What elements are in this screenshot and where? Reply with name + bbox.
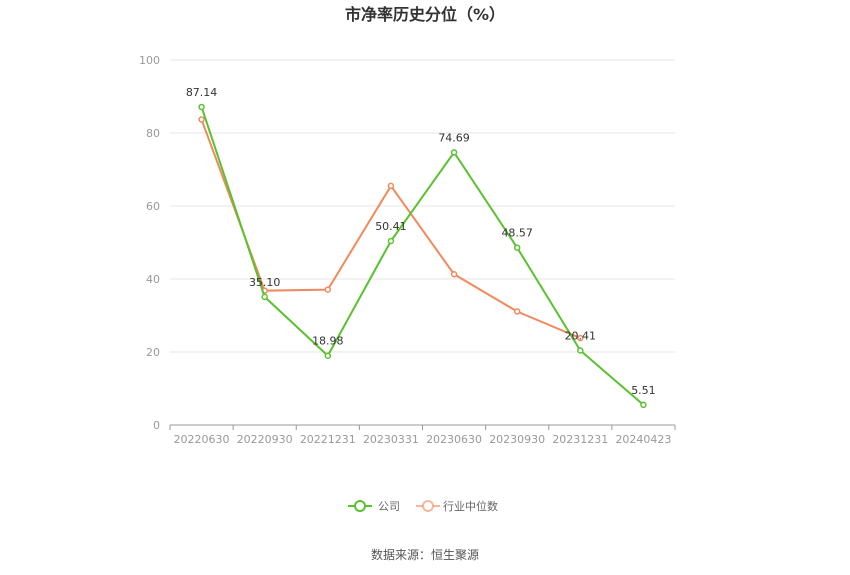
data-label: 87.14: [186, 86, 218, 99]
data-point: [450, 149, 458, 156]
series-line-0: [200, 106, 645, 406]
y-axis: 0 20 40 60 80 100: [139, 54, 160, 432]
data-point: [640, 401, 647, 409]
source-text: 数据来源：恒生聚源: [371, 547, 479, 562]
x-tick-label: 20221231: [300, 433, 356, 446]
x-tick-label: 20240423: [615, 433, 671, 446]
data-point: [324, 352, 332, 359]
legend-item-0[interactable]: 公司: [348, 500, 400, 513]
data-label: 5.51: [631, 384, 656, 397]
x-tick-label: 20231231: [552, 433, 608, 446]
data-point: [513, 244, 521, 251]
y-tick-label: 60: [146, 200, 160, 213]
x-tick-label: 20230630: [426, 433, 482, 446]
y-tick-label: 80: [146, 127, 160, 140]
data-point: [577, 347, 584, 354]
data-label: 18.98: [312, 335, 344, 348]
data-point: [198, 116, 205, 123]
y-tick-label: 0: [153, 419, 160, 432]
grid: [170, 59, 675, 353]
legend-item-1[interactable]: 行业中位数: [416, 499, 498, 513]
legend[interactable]: 公司 行业中位数: [348, 499, 498, 513]
y-tick-label: 20: [146, 346, 160, 359]
legend-marker: [354, 500, 366, 512]
data-point: [577, 334, 584, 342]
data-label: 48.57: [501, 227, 533, 240]
x-axis: 20220630 20220930 20221231 20230331 20230630…: [169, 424, 676, 446]
legend-marker: [422, 500, 434, 512]
data-point: [198, 103, 205, 111]
y-tick-label: 40: [146, 273, 160, 286]
chart-title: 市净率历史分位（%）: [345, 5, 505, 24]
x-tick-label: 20230331: [363, 433, 419, 446]
data-point: [324, 286, 332, 293]
data-label: 50.41: [375, 220, 407, 233]
x-tick-label: 20230930: [489, 433, 545, 446]
x-tick-label: 20220930: [237, 433, 293, 446]
x-tick-label: 20220630: [174, 433, 230, 446]
data-labels: 87.14 35.10 18.98 50.41 74.69 48.57 20.41 5.51: [186, 86, 656, 397]
y-tick-label: 100: [139, 54, 160, 67]
data-point: [387, 237, 395, 245]
legend-label: 行业中位数: [443, 499, 498, 513]
series-layer: [198, 103, 647, 409]
data-point: [261, 293, 268, 301]
data-label: 35.10: [249, 276, 281, 289]
data-point: [513, 308, 521, 315]
data-point: [387, 182, 395, 190]
legend-label: 公司: [378, 500, 400, 513]
data-label: 20.41: [565, 330, 597, 343]
data-point: [450, 271, 458, 278]
data-label: 74.69: [438, 131, 470, 144]
